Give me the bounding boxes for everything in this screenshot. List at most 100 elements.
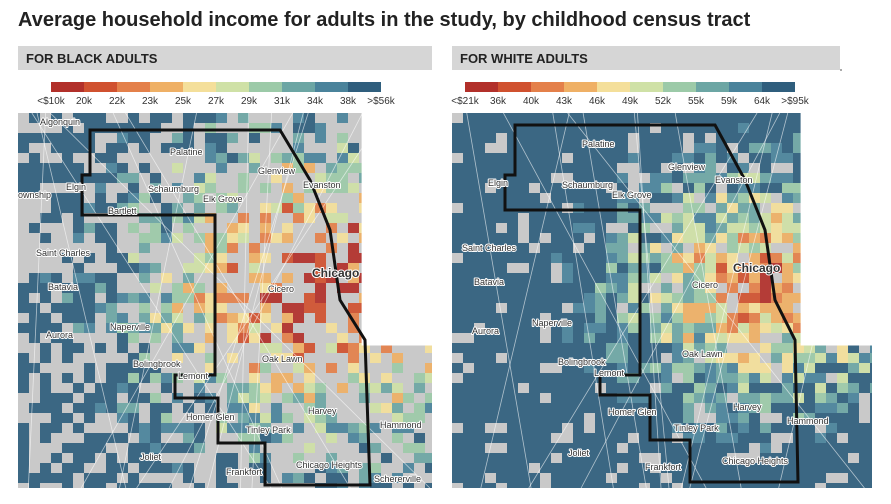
tract (507, 223, 518, 233)
tract (403, 463, 414, 473)
tract (95, 173, 106, 183)
tract (804, 393, 815, 403)
tract (529, 223, 540, 233)
tract (661, 183, 672, 193)
tract (403, 413, 414, 423)
tract (282, 323, 293, 333)
tract (518, 123, 529, 133)
place-label: Chicago (312, 266, 359, 280)
tract (496, 453, 507, 463)
tract (425, 483, 432, 488)
tract (106, 253, 117, 263)
tract (793, 123, 804, 133)
tract (139, 373, 150, 383)
tract (216, 153, 227, 163)
tract (617, 413, 628, 423)
tract (216, 483, 227, 488)
tract (584, 443, 595, 453)
tract (337, 423, 348, 433)
tract (639, 163, 650, 173)
tract (606, 443, 617, 453)
tract (749, 303, 760, 313)
tract (551, 413, 562, 423)
tract (507, 173, 518, 183)
tract (617, 183, 628, 193)
tract (749, 143, 760, 153)
tract (485, 403, 496, 413)
tract (485, 113, 496, 123)
tract (782, 273, 793, 283)
tract (183, 343, 194, 353)
tract (694, 283, 705, 293)
tract (84, 413, 95, 423)
tract (282, 333, 293, 343)
tract (727, 243, 738, 253)
tract (705, 423, 716, 433)
tract (639, 263, 650, 273)
tract (128, 383, 139, 393)
road (168, 113, 363, 488)
tract (18, 443, 29, 453)
tract (705, 233, 716, 243)
tract (782, 133, 793, 143)
tract (84, 393, 95, 403)
tract (18, 453, 29, 463)
tract (639, 443, 650, 453)
tract (617, 113, 628, 123)
tract (639, 233, 650, 243)
tract (463, 243, 474, 253)
tract (683, 233, 694, 243)
tract (727, 253, 738, 263)
tract (595, 223, 606, 233)
tract (705, 273, 716, 283)
tract (73, 143, 84, 153)
tract (606, 343, 617, 353)
tract (848, 423, 859, 433)
tract (804, 373, 815, 383)
tract (227, 133, 238, 143)
tract (474, 283, 485, 293)
tract (815, 453, 826, 463)
tract (551, 193, 562, 203)
tract (84, 313, 95, 323)
tract (414, 443, 425, 453)
tract (205, 173, 216, 183)
tract (463, 153, 474, 163)
tract (694, 343, 705, 353)
tract (672, 293, 683, 303)
tract (749, 193, 760, 203)
tract (727, 483, 738, 488)
tract (738, 113, 749, 123)
legend-swatch (249, 82, 282, 92)
tract (260, 313, 271, 323)
tract (18, 323, 29, 333)
tract (348, 223, 359, 233)
tract (661, 483, 672, 488)
tract (95, 473, 106, 483)
tract (249, 403, 260, 413)
tract (40, 353, 51, 363)
tract (529, 133, 540, 143)
tract (793, 483, 804, 488)
tract (216, 143, 227, 153)
tract (606, 173, 617, 183)
tract (474, 343, 485, 353)
tract (694, 223, 705, 233)
tract (249, 243, 260, 253)
tract (551, 113, 562, 123)
tract (260, 303, 271, 313)
tract (683, 213, 694, 223)
tract (628, 333, 639, 343)
tract (73, 173, 84, 183)
tract (249, 393, 260, 403)
tract (738, 263, 749, 273)
tract (771, 263, 782, 273)
tract (705, 123, 716, 133)
tract (29, 483, 40, 488)
tract (683, 223, 694, 233)
tract (551, 463, 562, 473)
tract (348, 363, 359, 373)
tract (540, 143, 551, 153)
tract (683, 433, 694, 443)
tract (463, 193, 474, 203)
